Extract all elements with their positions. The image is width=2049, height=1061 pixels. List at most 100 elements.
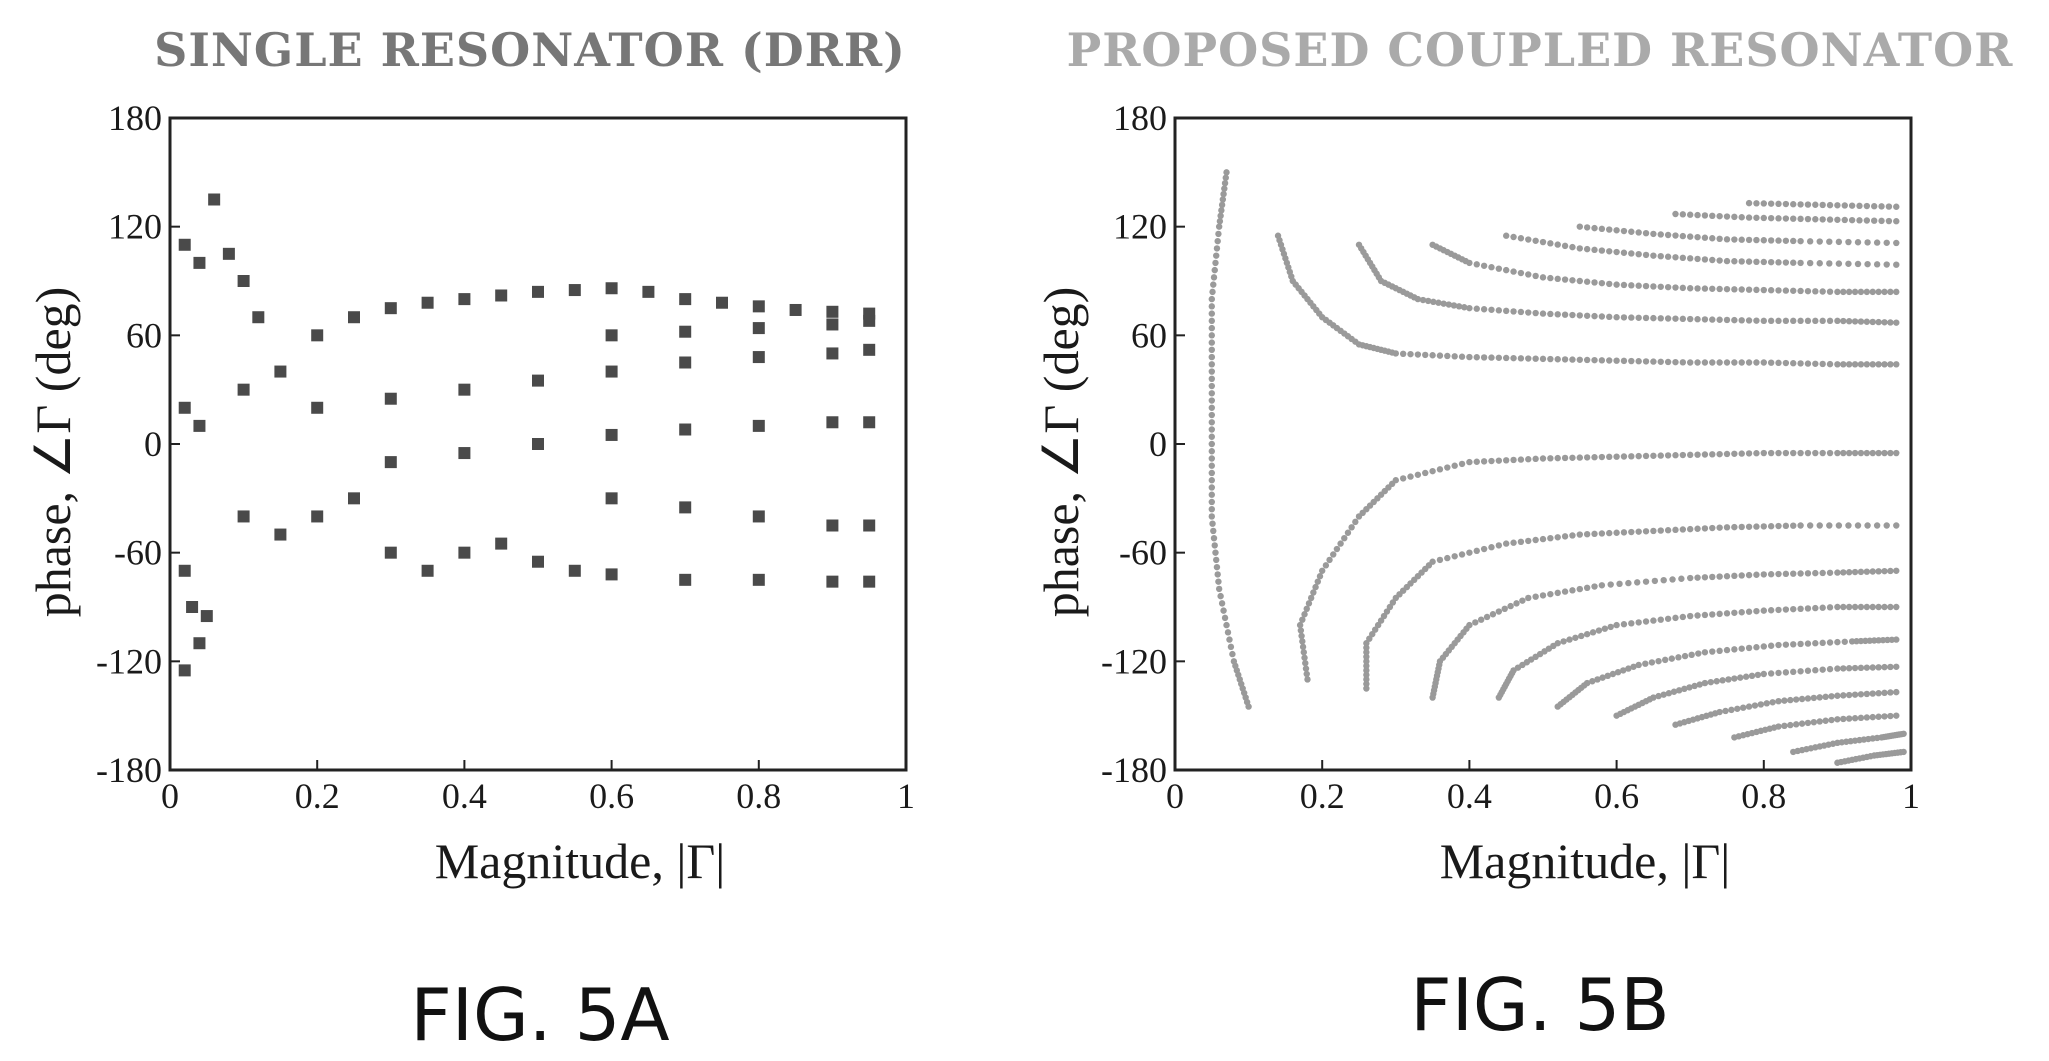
chart-b-data-point — [1554, 640, 1561, 647]
chart-a-data-point — [863, 314, 876, 327]
chart-b-data-point — [1893, 261, 1900, 268]
chart-b-data-point — [1422, 469, 1429, 477]
chart-b-data-point — [1595, 627, 1603, 634]
chart-b-data-point — [1738, 258, 1745, 265]
chart-b-data-point — [1723, 359, 1731, 366]
chart-b-data-point — [1885, 217, 1893, 225]
chart-b-data-point — [1790, 360, 1797, 367]
chart-b-data-point — [1435, 299, 1442, 306]
chart-b-data-point — [1681, 652, 1689, 660]
chart-b-data-point — [1547, 455, 1554, 462]
chart-b-data-point — [1664, 527, 1672, 534]
chart-b-data-point — [1488, 306, 1495, 313]
chart-a-ytick-label: -60 — [114, 533, 162, 573]
chart-b-data-point — [1812, 640, 1819, 647]
chart-b-data-point — [1819, 639, 1826, 647]
chart-b-data-point — [1707, 678, 1715, 686]
chart-a-data-point — [568, 284, 581, 297]
chart-b-data-point — [1745, 644, 1753, 652]
chart-b-data-point — [1857, 288, 1865, 296]
chart-b-data-point — [1212, 549, 1219, 556]
chart-b-data-point — [1220, 607, 1227, 614]
chart-b-data-point — [1845, 361, 1853, 368]
chart-b-data-point — [1208, 411, 1216, 419]
chart-b-data-point — [1517, 355, 1525, 362]
chart-b-data-point — [1319, 567, 1326, 574]
chart-b-data-point — [1857, 318, 1865, 325]
chart-b-data-point — [1642, 528, 1650, 535]
chart-b-data-point — [1723, 524, 1731, 531]
chart-b-data-point — [1525, 594, 1532, 602]
chart-panel-a: SINGLE RESONATOR (DRR) 0 0.2 0.4 0.6 0.8 1 180… — [25, 23, 915, 1057]
chart-b-data-point — [1731, 213, 1738, 221]
chart-b-data-point — [1857, 714, 1865, 722]
chart-b-data-point — [1657, 283, 1664, 290]
chart-b-data-point — [1782, 606, 1790, 613]
chart-b-data-point — [1539, 592, 1547, 599]
chart-b-data-point — [1399, 475, 1407, 482]
chart-b-data-point — [1495, 354, 1503, 361]
chart-b-data-point — [1797, 605, 1804, 613]
chart-b-data-point — [1635, 250, 1642, 258]
chart-b-data-point — [1745, 571, 1753, 579]
chart-b-data-point — [1887, 603, 1894, 611]
chart-b-data-point — [1650, 314, 1657, 322]
chart-b-data-point — [1326, 556, 1333, 564]
chart-b-data-point — [1604, 672, 1611, 680]
chart-b-data-point — [1792, 721, 1800, 728]
chart-a-ytick-label: 0 — [144, 424, 162, 464]
chart-a-data-point — [348, 492, 360, 505]
chart-b-data-point — [1591, 279, 1598, 286]
chart-b-data-point — [1466, 621, 1473, 629]
chart-b-data-point — [1561, 533, 1569, 540]
chart-b-data-point — [1513, 600, 1520, 607]
chart-b-data-point — [1819, 201, 1826, 209]
chart-b-data-point — [1893, 203, 1900, 210]
chart-b-data-point — [1221, 614, 1229, 622]
chart-b-data-point — [1583, 630, 1591, 638]
chart-b-data-point — [1517, 308, 1525, 316]
chart-b-data-point — [1209, 520, 1216, 527]
chart-b-data-point — [1826, 665, 1834, 673]
chart-a-data-point — [532, 438, 544, 450]
chart-a-data-point — [752, 573, 765, 586]
chart-b-data-point — [1738, 609, 1745, 616]
chart-b-data-point — [1217, 212, 1224, 219]
chart-b-data-point — [1753, 571, 1760, 578]
chart-b-data-point — [1561, 242, 1569, 250]
chart-b-data-point — [1893, 522, 1900, 529]
chart-a-data-point — [222, 247, 235, 260]
chart-b-data-point — [1554, 454, 1561, 462]
chart-b-data-point — [1863, 202, 1871, 210]
chart-b-data-point — [1208, 419, 1216, 426]
chart-b-data-point — [1753, 450, 1760, 457]
chart-b-data-point — [1781, 697, 1788, 704]
chart-a-plot-area: 0 0.2 0.4 0.6 0.8 1 180 120 60 0 -60 -120 -180 — [96, 98, 915, 816]
chart-b-data-point — [1767, 607, 1775, 614]
chart-b-data-point — [1341, 534, 1348, 542]
chart-b-data-point — [1304, 676, 1311, 683]
chart-b-data-point — [1716, 524, 1723, 531]
chart-b-data-point — [1466, 458, 1473, 466]
chart-b-data-point — [1767, 287, 1775, 294]
chart-b-data-point — [1767, 359, 1775, 366]
chart-b-data-point — [1694, 285, 1701, 292]
chart-b-data-point — [1760, 258, 1768, 266]
chart-b-data-point — [1687, 574, 1694, 582]
chart-b-data-point — [1613, 281, 1620, 288]
chart-b-data-point — [1694, 451, 1701, 458]
chart-b-data-point — [1893, 567, 1900, 574]
chart-b-data-point — [1863, 603, 1871, 611]
chart-b-data-point — [1670, 688, 1678, 695]
chart-a-data-point — [679, 423, 692, 436]
chart-a-data-point — [495, 537, 508, 550]
chart-b-data-point — [1790, 287, 1797, 294]
chart-b-data-point — [1210, 534, 1218, 542]
chart-b-data-point — [1760, 214, 1768, 222]
chart-b-data-point — [1881, 603, 1888, 611]
chart-b-data-point — [1797, 522, 1804, 529]
chart-b-data-point — [1738, 359, 1745, 366]
chart-b-data-point — [1510, 233, 1517, 241]
chart-b-data-point — [1709, 524, 1716, 532]
chart-b-data-point — [1363, 667, 1370, 674]
